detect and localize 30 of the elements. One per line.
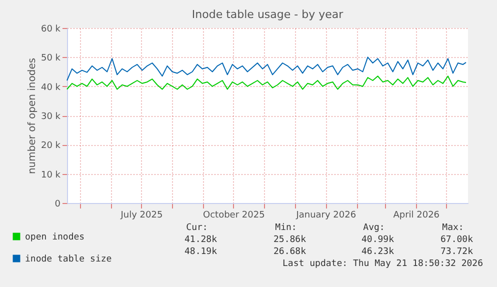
text: Max: (442, 223, 464, 233)
x-tick-label: January 2026 (295, 210, 356, 220)
x-tick-label: April 2026 (393, 210, 440, 220)
text: 41.28k (184, 235, 218, 245)
x-tick-label: October 2025 (203, 210, 265, 220)
legend-label: open inodes (25, 232, 85, 242)
y-tick-label: 20 k (40, 141, 62, 152)
y-tick-label: 60 k (40, 24, 62, 34)
chart-title: Inode table usage - by year (192, 8, 344, 21)
text: Cur: (186, 223, 208, 233)
y-tick-label: 0 (54, 200, 61, 210)
y-tick-label: 30 k (40, 112, 62, 122)
text: 25.86k (273, 235, 307, 245)
text: 48.19k (184, 247, 218, 257)
text: Last update: Thu May 21 18:50:32 2026 (282, 259, 483, 269)
y-tick-label: 50 k (40, 54, 62, 64)
text: 26.68k (273, 247, 307, 257)
y-axis-title: number of open inodes (26, 58, 38, 174)
line-series (66, 76, 466, 90)
text: Avg: (363, 223, 385, 233)
text: 73.72k (440, 247, 474, 257)
line-series (66, 56, 466, 81)
y-tick-label: 40 k (40, 82, 62, 93)
text: 46.23k (361, 247, 395, 257)
text: Min: (275, 223, 297, 233)
legend-label: inode table size (25, 254, 112, 264)
y-tick-label: 10 k (40, 170, 62, 180)
text: 40.99k (361, 235, 395, 245)
text: 67.00k (440, 235, 474, 245)
x-tick-label: July 2025 (120, 210, 163, 220)
